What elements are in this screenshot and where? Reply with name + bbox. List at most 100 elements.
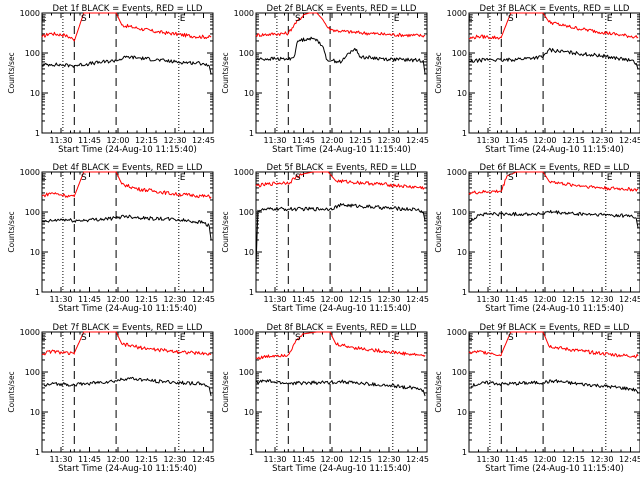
y-axis-label: Counts/sec [7, 371, 16, 412]
y-tick-label: 1000 [447, 328, 467, 337]
y-tick-label: 10 [457, 89, 467, 98]
marker-e: E [607, 173, 613, 183]
y-tick-label: 1000 [234, 328, 254, 337]
x-tick-label: 12:30 [377, 455, 400, 464]
x-tick-label: 12:30 [590, 295, 613, 304]
x-axis-label: Start Time (24-Aug-10 11:15:40) [272, 464, 411, 474]
marker-e: E [607, 333, 613, 343]
x-tick-label: 12:00 [320, 136, 343, 145]
panel-title: Det 2f BLACK = Events, RED = LLD [267, 4, 417, 14]
x-tick-label: 12:45 [619, 136, 640, 145]
plot-frame [255, 171, 428, 293]
panel-title: Det 1f BLACK = Events, RED = LLD [53, 4, 203, 14]
x-tick-label: 12:45 [192, 136, 215, 145]
y-tick-label: 1000 [447, 9, 467, 18]
x-tick-label: 12:15 [135, 295, 158, 304]
y-tick-label: 1 [35, 288, 40, 297]
x-tick-label: 12:45 [619, 295, 640, 304]
series-lld-line [41, 12, 212, 42]
plot-frame [41, 331, 214, 453]
x-tick-label: 11:30 [263, 136, 286, 145]
x-tick-label: 12:15 [135, 136, 158, 145]
y-tick-label: 10 [244, 89, 254, 98]
y-tick-label: 1000 [20, 168, 40, 177]
y-tick-label: 1 [462, 448, 467, 457]
x-tick-label: 12:00 [533, 455, 556, 464]
y-tick-label: 100 [239, 208, 254, 217]
y-tick-label: 1000 [20, 9, 40, 18]
y-tick-label: 1 [462, 288, 467, 297]
x-tick-label: 12:45 [406, 295, 429, 304]
panel-det-4: Det 4f BLACK = Events, RED = LLD 1 10 100 10… [7, 163, 215, 314]
y-axis-label: Counts/sec [221, 52, 230, 93]
x-axis-label: Start Time (24-Aug-10 11:15:40) [58, 464, 197, 474]
marker-e: E [468, 333, 474, 343]
x-tick-label: 11:45 [78, 295, 101, 304]
y-tick-label: 1 [35, 448, 40, 457]
panel-title: Det 6f BLACK = Events, RED = LLD [480, 163, 630, 173]
x-tick-label: 12:45 [192, 295, 215, 304]
panel-det-1: Det 1f BLACK = Events, RED = LLD 1 10 100 10… [7, 4, 215, 155]
series-lld-line [255, 171, 426, 190]
marker-e: E [607, 14, 613, 24]
panel-title: Det 7f BLACK = Events, RED = LLD [53, 323, 203, 333]
y-tick-label: 10 [244, 408, 254, 417]
x-axis-label: Start Time (24-Aug-10 11:15:40) [485, 304, 624, 314]
x-tick-label: 11:30 [49, 455, 72, 464]
panel-det-3: Det 3f BLACK = Events, RED = LLD 1 10 100 10… [434, 4, 640, 155]
y-tick-label: 10 [30, 89, 40, 98]
x-tick-label: 12:45 [619, 455, 640, 464]
y-tick-label: 10 [244, 248, 254, 257]
x-tick-label: 12:30 [163, 295, 186, 304]
series-events-line [255, 379, 426, 397]
x-tick-label: 11:45 [292, 455, 315, 464]
y-tick-label: 1000 [234, 9, 254, 18]
x-tick-label: 12:15 [562, 136, 585, 145]
x-tick-label: 12:00 [533, 295, 556, 304]
series-lld-line [468, 12, 639, 40]
series-lld-line [41, 171, 212, 199]
y-tick-label: 100 [239, 49, 254, 58]
x-axis-label: Start Time (24-Aug-10 11:15:40) [272, 304, 411, 314]
plot-frame [468, 331, 640, 453]
y-axis-label: Counts/sec [7, 211, 16, 252]
series-events-line [41, 55, 212, 93]
x-tick-label: 12:00 [320, 295, 343, 304]
marker-s: S [81, 14, 87, 24]
x-tick-label: 12:00 [106, 136, 129, 145]
series-lld-line [468, 171, 639, 195]
marker-e: E [41, 173, 47, 183]
x-tick-label: 12:30 [163, 455, 186, 464]
x-tick-label: 11:45 [292, 136, 315, 145]
plot-frame [255, 331, 428, 453]
y-axis-label: Counts/sec [221, 371, 230, 412]
x-tick-label: 11:30 [476, 136, 499, 145]
y-tick-label: 1 [462, 129, 467, 138]
plot-frame [41, 171, 214, 293]
marker-s: S [295, 333, 301, 343]
y-tick-label: 100 [239, 368, 254, 377]
series-events-line [43, 376, 212, 397]
x-tick-label: 12:30 [377, 136, 400, 145]
series-events-line [468, 209, 639, 268]
series-lld-line [255, 331, 426, 360]
y-tick-label: 100 [452, 368, 467, 377]
y-tick-label: 1 [35, 129, 40, 138]
x-axis-label: Start Time (24-Aug-10 11:15:40) [485, 145, 624, 155]
x-tick-label: 12:00 [320, 455, 343, 464]
y-tick-label: 1000 [20, 328, 40, 337]
panel-det-9: Det 9f BLACK = Events, RED = LLD 1 10 100 10… [434, 323, 640, 474]
y-tick-label: 10 [30, 408, 40, 417]
x-tick-label: 11:45 [78, 455, 101, 464]
series-events-line [255, 36, 426, 86]
panel-det-6: Det 6f BLACK = Events, RED = LLD 1 10 100 10… [434, 163, 640, 314]
series-events-line [255, 203, 426, 268]
x-tick-label: 12:00 [533, 136, 556, 145]
plot-frame [41, 12, 214, 134]
x-tick-label: 12:15 [349, 136, 372, 145]
y-tick-label: 100 [25, 368, 40, 377]
x-tick-label: 12:15 [349, 295, 372, 304]
x-axis-label: Start Time (24-Aug-10 11:15:40) [58, 304, 197, 314]
series-events-line [41, 214, 212, 245]
